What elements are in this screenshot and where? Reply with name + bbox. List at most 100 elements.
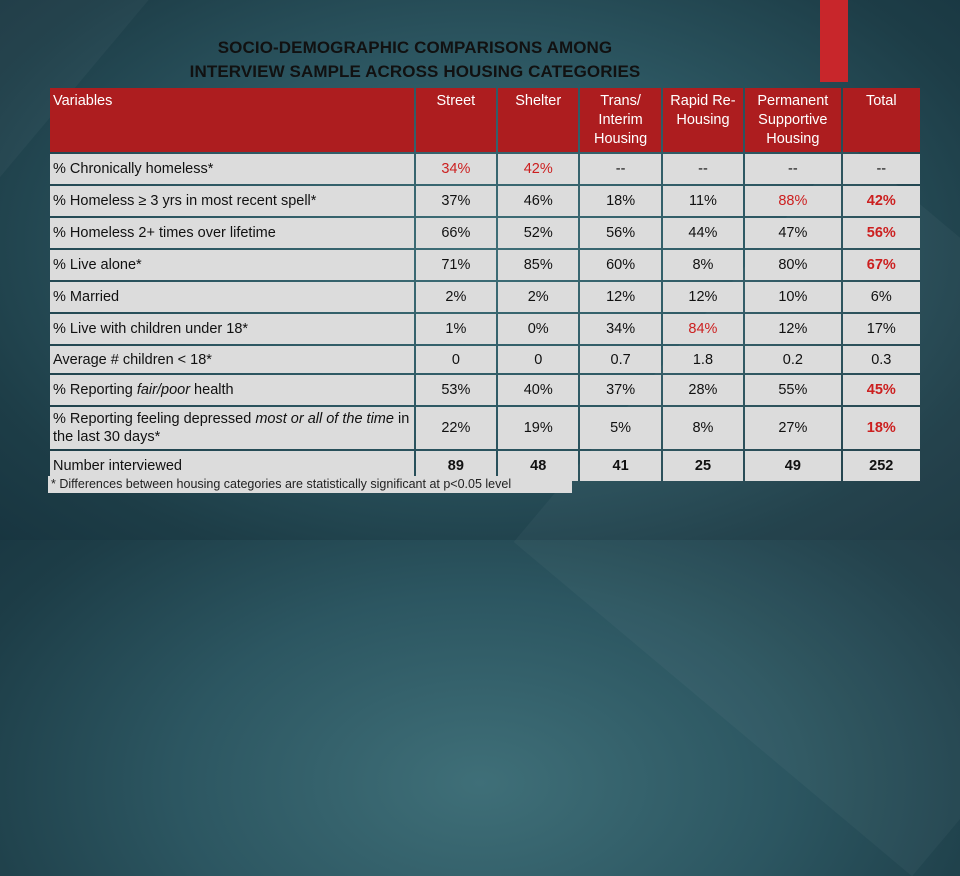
cell-street: 37% — [415, 186, 497, 216]
cell-trans: 37% — [580, 375, 661, 405]
row-label: % Homeless ≥ 3 yrs in most recent spell* — [50, 186, 414, 216]
slide-title: SOCIO-DEMOGRAPHIC COMPARISONS AMONG INTE… — [100, 36, 730, 84]
row-label: % Homeless 2+ times over lifetime — [50, 218, 414, 248]
cell-trans: 12% — [580, 282, 661, 312]
table-row: % Reporting feeling depressed most or al… — [50, 407, 920, 449]
cell-rapid: 25 — [662, 451, 744, 481]
cell-total: 252 — [842, 451, 920, 481]
cell-shelter: 52% — [498, 218, 579, 248]
cell-total: 6% — [842, 282, 920, 312]
header-total: Total — [842, 88, 920, 152]
cell-street: 1% — [415, 314, 497, 344]
header-trans-line: Interim — [598, 112, 643, 128]
row-label-part: % Reporting feeling depressed — [53, 411, 256, 427]
comparison-table: Variables Street Shelter Trans/ Interim … — [48, 86, 922, 483]
cell-shelter: 46% — [498, 186, 579, 216]
table-row: Average # children < 18* 0 0 0.7 1.8 0.2… — [50, 346, 920, 373]
cell-perm: 27% — [745, 407, 841, 449]
cell-perm: 12% — [745, 314, 841, 344]
cell-shelter: 19% — [498, 407, 579, 449]
cell-total: 18% — [842, 407, 920, 449]
cell-perm: 0.2 — [745, 346, 841, 373]
title-line-1: SOCIO-DEMOGRAPHIC COMPARISONS AMONG — [217, 38, 613, 57]
cell-rapid: 8% — [662, 250, 744, 280]
row-label-part: in the last 30 days* — [53, 411, 410, 445]
cell-shelter: 85% — [498, 250, 579, 280]
cell-rapid: 11% — [662, 186, 744, 216]
row-label-part: % Reporting — [53, 382, 137, 398]
cell-total: 0.3 — [842, 346, 920, 373]
cell-street: 22% — [415, 407, 497, 449]
row-label: % Married — [50, 282, 414, 312]
footnote: * Differences between housing categories… — [48, 476, 572, 493]
row-label: Average # children < 18* — [50, 346, 414, 373]
cell-street: 2% — [415, 282, 497, 312]
cell-trans: 5% — [580, 407, 661, 449]
cell-trans: 34% — [580, 314, 661, 344]
cell-total: -- — [842, 154, 920, 184]
header-permanent-supportive: Permanent Supportive Housing — [745, 88, 841, 152]
cell-rapid: 12% — [662, 282, 744, 312]
table-header-row: Variables Street Shelter Trans/ Interim … — [50, 88, 920, 152]
header-perm-line: Housing — [766, 131, 820, 147]
cell-total: 67% — [842, 250, 920, 280]
cell-total: 42% — [842, 186, 920, 216]
header-variables: Variables — [50, 88, 414, 152]
accent-bar — [820, 0, 848, 82]
table-row: % Homeless 2+ times over lifetime 66% 52… — [50, 218, 920, 248]
cell-perm: 10% — [745, 282, 841, 312]
cell-trans: 56% — [580, 218, 661, 248]
cell-trans: 18% — [580, 186, 661, 216]
table-row: % Chronically homeless* 34% 42% -- -- --… — [50, 154, 920, 184]
cell-rapid: 1.8 — [662, 346, 744, 373]
table-row: % Live alone* 71% 85% 60% 8% 80% 67% — [50, 250, 920, 280]
cell-shelter: 0% — [498, 314, 579, 344]
cell-trans: 60% — [580, 250, 661, 280]
header-perm-line: Supportive — [758, 112, 828, 128]
header-rapid-rehousing: Rapid Re- Housing — [662, 88, 744, 152]
cell-shelter: 40% — [498, 375, 579, 405]
cell-trans: 41 — [580, 451, 661, 481]
table-row: % Reporting fair/poor health 53% 40% 37%… — [50, 375, 920, 405]
header-shelter: Shelter — [498, 88, 579, 152]
row-label-part: health — [190, 382, 234, 398]
cell-shelter: 42% — [498, 154, 579, 184]
cell-rapid: 28% — [662, 375, 744, 405]
cell-shelter: 0 — [498, 346, 579, 373]
cell-rapid: -- — [662, 154, 744, 184]
cell-total: 45% — [842, 375, 920, 405]
header-trans-line: Trans/ — [600, 93, 641, 109]
cell-perm: 47% — [745, 218, 841, 248]
cell-street: 66% — [415, 218, 497, 248]
cell-rapid: 8% — [662, 407, 744, 449]
header-perm-line: Permanent — [757, 93, 829, 109]
row-label: % Live with children under 18* — [50, 314, 414, 344]
cell-perm: 55% — [745, 375, 841, 405]
cell-rapid: 44% — [662, 218, 744, 248]
table-row: Number interviewed 89 48 41 25 49 252 — [50, 451, 920, 481]
cell-street: 71% — [415, 250, 497, 280]
cell-total: 56% — [842, 218, 920, 248]
cell-perm: -- — [745, 154, 841, 184]
row-label: % Reporting fair/poor health — [50, 375, 414, 405]
header-trans-line: Housing — [593, 131, 648, 147]
header-trans-interim: Trans/ Interim Housing — [580, 88, 661, 152]
cell-street: 53% — [415, 375, 497, 405]
cell-perm: 49 — [745, 451, 841, 481]
row-label-emphasis: most or all of the time — [255, 411, 394, 427]
cell-rapid: 84% — [662, 314, 744, 344]
cell-perm: 80% — [745, 250, 841, 280]
row-label: % Chronically homeless* — [50, 154, 414, 184]
header-rapid-line: Housing — [676, 112, 730, 128]
cell-street: 34% — [415, 154, 497, 184]
row-label-emphasis: fair/poor — [136, 382, 191, 398]
cell-total: 17% — [842, 314, 920, 344]
cell-trans: -- — [580, 154, 661, 184]
table-row: % Homeless ≥ 3 yrs in most recent spell*… — [50, 186, 920, 216]
cell-trans: 0.7 — [580, 346, 661, 373]
table-row: % Married 2% 2% 12% 12% 10% 6% — [50, 282, 920, 312]
cell-perm: 88% — [745, 186, 841, 216]
cell-shelter: 2% — [498, 282, 579, 312]
row-label: % Reporting feeling depressed most or al… — [50, 407, 414, 449]
header-street: Street — [415, 88, 497, 152]
